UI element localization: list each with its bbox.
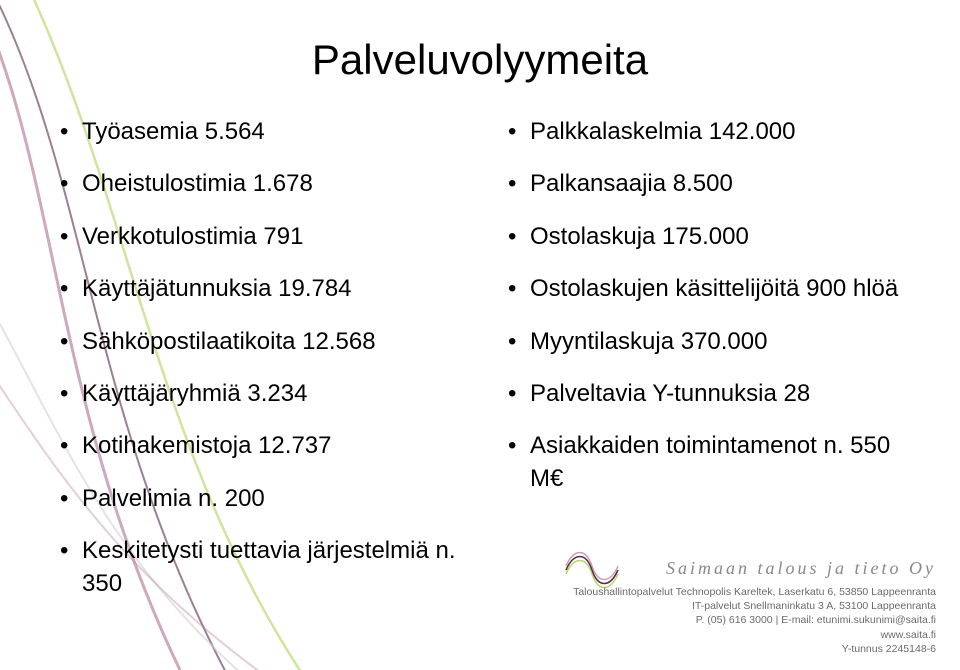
footer-logo-text: Saimaan talous ja tieto Oy bbox=[573, 558, 936, 579]
list-item: Verkkotulostimia 791 bbox=[56, 221, 456, 253]
footer: Saimaan talous ja tieto Oy Taloushallint… bbox=[573, 558, 936, 656]
list-item: Palvelimia n. 200 bbox=[56, 483, 456, 515]
slide-title: Palveluvolyymeita bbox=[56, 36, 904, 84]
list-item: Oheistulostimia 1.678 bbox=[56, 168, 456, 200]
right-list: Palkkalaskelmia 142.000 Palkansaajia 8.5… bbox=[504, 116, 904, 495]
footer-contact: Taloushallintopalvelut Technopolis Karel… bbox=[573, 585, 936, 656]
list-item: Asiakkaiden toimintamenot n. 550 M€ bbox=[504, 430, 904, 495]
footer-line: IT-palvelut Snellmaninkatu 3 A, 53100 La… bbox=[573, 599, 936, 613]
list-item: Palkkalaskelmia 142.000 bbox=[504, 116, 904, 148]
list-item: Käyttäjäryhmiä 3.234 bbox=[56, 378, 456, 410]
list-item: Myyntilaskuja 370.000 bbox=[504, 326, 904, 358]
list-item: Työasemia 5.564 bbox=[56, 116, 456, 148]
list-item: Kotihakemistoja 12.737 bbox=[56, 430, 456, 462]
list-item: Keskitetysti tuettavia järjestelmiä n. 3… bbox=[56, 535, 456, 600]
list-item: Käyttäjätunnuksia 19.784 bbox=[56, 273, 456, 305]
list-item: Palkansaajia 8.500 bbox=[504, 168, 904, 200]
list-item: Ostolaskuja 175.000 bbox=[504, 221, 904, 253]
footer-line: Taloushallintopalvelut Technopolis Karel… bbox=[573, 585, 936, 599]
list-item: Sähköpostilaatikoita 12.568 bbox=[56, 326, 456, 358]
footer-line: www.saita.fi bbox=[573, 628, 936, 642]
list-item: Palveltavia Y-tunnuksia 28 bbox=[504, 378, 904, 410]
footer-line: P. (05) 616 3000 | E-mail: etunimi.sukun… bbox=[573, 613, 936, 627]
left-column: Työasemia 5.564 Oheistulostimia 1.678 Ve… bbox=[56, 116, 456, 620]
right-column: Palkkalaskelmia 142.000 Palkansaajia 8.5… bbox=[504, 116, 904, 620]
content-columns: Työasemia 5.564 Oheistulostimia 1.678 Ve… bbox=[56, 116, 904, 620]
list-item: Ostolaskujen käsittelijöitä 900 hlöä bbox=[504, 273, 904, 305]
left-list: Työasemia 5.564 Oheistulostimia 1.678 Ve… bbox=[56, 116, 456, 600]
footer-line: Y-tunnus 2245148-6 bbox=[573, 642, 936, 656]
